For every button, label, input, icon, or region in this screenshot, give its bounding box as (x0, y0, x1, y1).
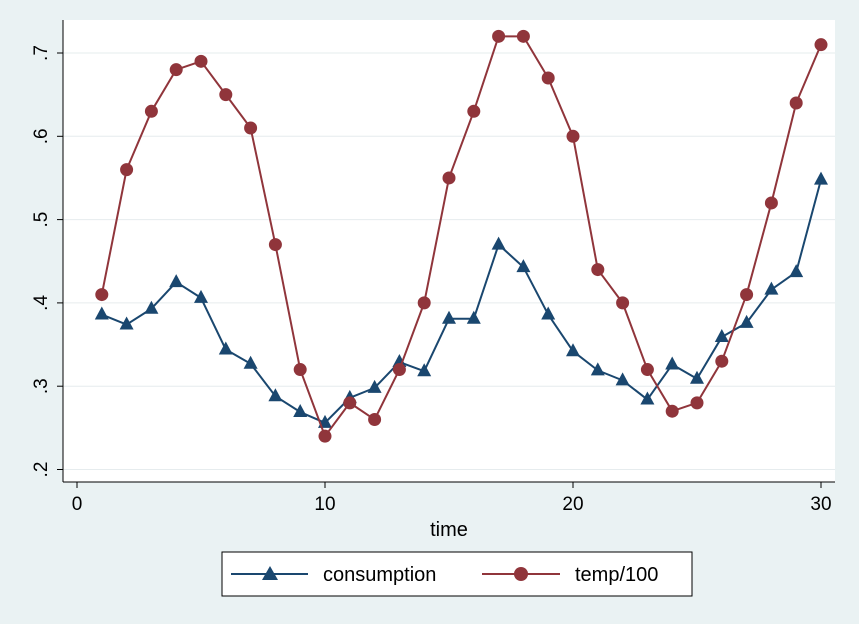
data-point-temp-100 (541, 71, 555, 85)
data-point-consumption (665, 356, 680, 370)
axes (62, 20, 835, 483)
data-point-consumption (764, 281, 779, 295)
plot-area (63, 20, 835, 482)
data-point-temp-100 (516, 29, 530, 43)
data-point-temp-100 (764, 196, 778, 210)
data-point-consumption (144, 300, 159, 314)
data-point-consumption (466, 310, 481, 324)
data-point-consumption (268, 388, 283, 402)
data-point-temp-100 (95, 288, 109, 302)
data-point-temp-100 (789, 96, 803, 110)
y-tick-label: .2 (31, 462, 52, 478)
data-point-consumption (714, 329, 729, 343)
data-point-consumption (541, 306, 556, 320)
data-point-consumption (690, 370, 704, 384)
legend-label-consumption: consumption (323, 564, 436, 586)
data-point-consumption (392, 354, 407, 368)
data-point-consumption (615, 372, 630, 386)
data-point-consumption (417, 363, 432, 377)
data-point-temp-100 (169, 63, 183, 77)
x-ticks: 0 10 20 30 (72, 482, 832, 515)
data-point-temp-100 (640, 363, 654, 377)
data-point-consumption (194, 289, 208, 303)
series-line-consumption (101, 179, 822, 424)
data-point-temp-100 (392, 363, 406, 377)
data-point-consumption (442, 310, 456, 324)
series-line-temp-100 (100, 35, 822, 438)
data-point-temp-100 (665, 404, 679, 418)
x-tick-label: 30 (810, 494, 831, 515)
y-tick-label: .4 (31, 295, 52, 311)
data-point-temp-100 (268, 238, 282, 252)
data-point-temp-100 (343, 396, 357, 410)
data-point-consumption (367, 379, 382, 393)
data-point-consumption (590, 362, 605, 376)
data-point-consumption (640, 391, 655, 405)
data-point-temp-100 (442, 171, 456, 185)
data-point-temp-100 (566, 129, 580, 143)
data-point-consumption (516, 259, 531, 273)
x-axis-title: time (430, 519, 468, 541)
data-point-temp-100 (492, 29, 506, 43)
x-tick-label: 20 (562, 494, 583, 515)
data-point-consumption (566, 343, 580, 357)
x-tick-label: 0 (72, 494, 83, 515)
data-point-temp-100 (293, 363, 307, 377)
data-point-temp-100 (467, 104, 481, 118)
data-point-consumption (491, 236, 506, 250)
data-point-temp-100 (616, 296, 630, 310)
y-tick-label: .3 (31, 378, 52, 394)
data-point-consumption (94, 306, 109, 320)
data-point-consumption (293, 404, 308, 418)
data-point-consumption (243, 355, 258, 369)
data-point-consumption (789, 264, 804, 278)
data-point-consumption (119, 316, 134, 330)
data-point-consumption (814, 171, 828, 185)
legend: consumption temp/100 (221, 551, 693, 597)
y-tick-label: .5 (31, 212, 52, 228)
data-point-temp-100 (219, 88, 233, 102)
data-point-temp-100 (318, 429, 332, 443)
data-point-consumption (739, 314, 754, 328)
legend-marker-temp (514, 567, 528, 581)
data-point-temp-100 (194, 54, 208, 68)
data-point-consumption (218, 341, 233, 355)
y-ticks: .2 .3 .4 .5 .6 .7 (31, 45, 63, 477)
data-point-temp-100 (740, 288, 754, 302)
gridlines (63, 52, 835, 470)
legend-label-temp: temp/100 (575, 564, 658, 586)
legend-marker-consumption (262, 566, 278, 580)
data-point-temp-100 (417, 296, 431, 310)
data-point-temp-100 (368, 413, 382, 427)
y-tick-label: .6 (31, 128, 52, 144)
data-point-temp-100 (814, 38, 828, 52)
series-group (94, 29, 828, 443)
data-point-consumption (169, 274, 184, 288)
data-point-temp-100 (244, 121, 258, 135)
data-point-temp-100 (690, 396, 704, 410)
x-tick-label: 10 (314, 494, 335, 515)
data-point-temp-100 (144, 104, 158, 118)
y-tick-label: .7 (31, 45, 52, 61)
data-point-temp-100 (120, 163, 134, 177)
data-point-temp-100 (591, 263, 605, 277)
data-point-temp-100 (715, 354, 729, 368)
